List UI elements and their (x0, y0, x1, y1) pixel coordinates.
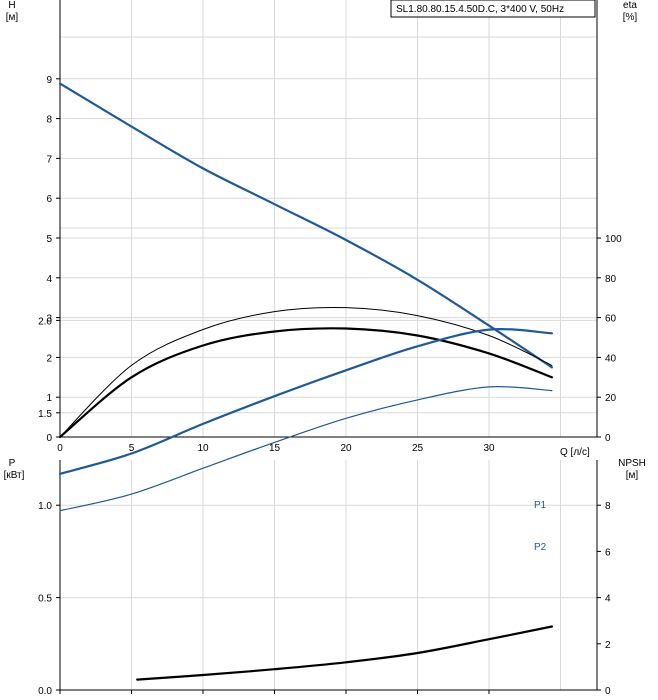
x-tick-label: 10 (197, 443, 209, 454)
y-left-tick-label: 7 (46, 154, 52, 165)
x-tick-label: 15 (269, 443, 281, 454)
upper-series-line-2 (58, 327, 553, 439)
y-left-tick-label: 2.0 (38, 316, 52, 327)
y-right-tick-label: 60 (605, 314, 617, 325)
y-right-tick-label: 0 (605, 433, 611, 444)
y-left-tick-label: 9 (46, 75, 52, 86)
upper-left-axis-label-symbol: H (8, 0, 15, 11)
x-axis-label: Q [л/с] (560, 447, 590, 458)
lower-right-axis-label-unit: [м] (626, 470, 639, 481)
upper-right-axis-label-unit: [%] (623, 12, 638, 23)
y-left-tick-label: 5 (46, 234, 52, 245)
x-tick-label: 25 (412, 443, 424, 454)
lower-right-axis-label-symbol: NPSH (618, 458, 646, 469)
y-right-tick-label: 20 (605, 393, 617, 404)
lower-left-axis-label-symbol: P (9, 458, 16, 469)
x-tick-label: 0 (57, 443, 63, 454)
chart-title-box (390, 0, 596, 18)
y-left-tick-label: 0 (46, 433, 52, 444)
upper-left-axis-label-unit: [м] (6, 12, 19, 23)
upper-series-line-1 (59, 306, 553, 438)
y-right-tick-label: 8 (605, 501, 611, 512)
y-left-tick-label: 8 (46, 115, 52, 126)
x-tick-label: 5 (129, 443, 135, 454)
series-label-p2: P2 (534, 542, 547, 553)
y-right-tick-label: 40 (605, 353, 617, 364)
y-right-tick-label: 80 (605, 274, 617, 285)
x-tick-label: 30 (483, 443, 495, 454)
upper-series-line-0 (58, 82, 553, 369)
y-right-tick-label: 6 (605, 547, 611, 558)
y-left-tick-label: 2 (46, 353, 52, 364)
y-left-tick-label: 6 (46, 194, 52, 205)
y-right-tick-label: 4 (605, 594, 611, 605)
y-left-tick-label: 3 (46, 314, 52, 325)
y-left-tick-label: 0.5 (38, 594, 52, 605)
lower-left-axis-label-unit: [кВт] (4, 470, 25, 481)
y-left-tick-label: 0.0 (38, 686, 52, 697)
upper-right-axis-label-symbol: eta (623, 0, 637, 11)
x-tick-label: 20 (340, 443, 352, 454)
y-left-tick-label: 1 (46, 393, 52, 404)
y-right-tick-label: 0 (605, 686, 611, 697)
lower-series-line-p2 (59, 386, 553, 512)
y-right-tick-label: 2 (605, 640, 611, 651)
series-label-p1: P1 (534, 500, 547, 511)
lower-series-line-p1 (58, 328, 553, 475)
chart-title: SL1.80.80.15.4.50D.C, 3*400 V, 50Hz (396, 4, 564, 15)
lower-series-line-2 (136, 625, 553, 681)
y-left-tick-label: 1.5 (38, 409, 52, 420)
y-left-tick-label: 4 (46, 274, 52, 285)
y-left-tick-label: 1.0 (38, 501, 52, 512)
y-right-tick-label: 100 (605, 234, 622, 245)
